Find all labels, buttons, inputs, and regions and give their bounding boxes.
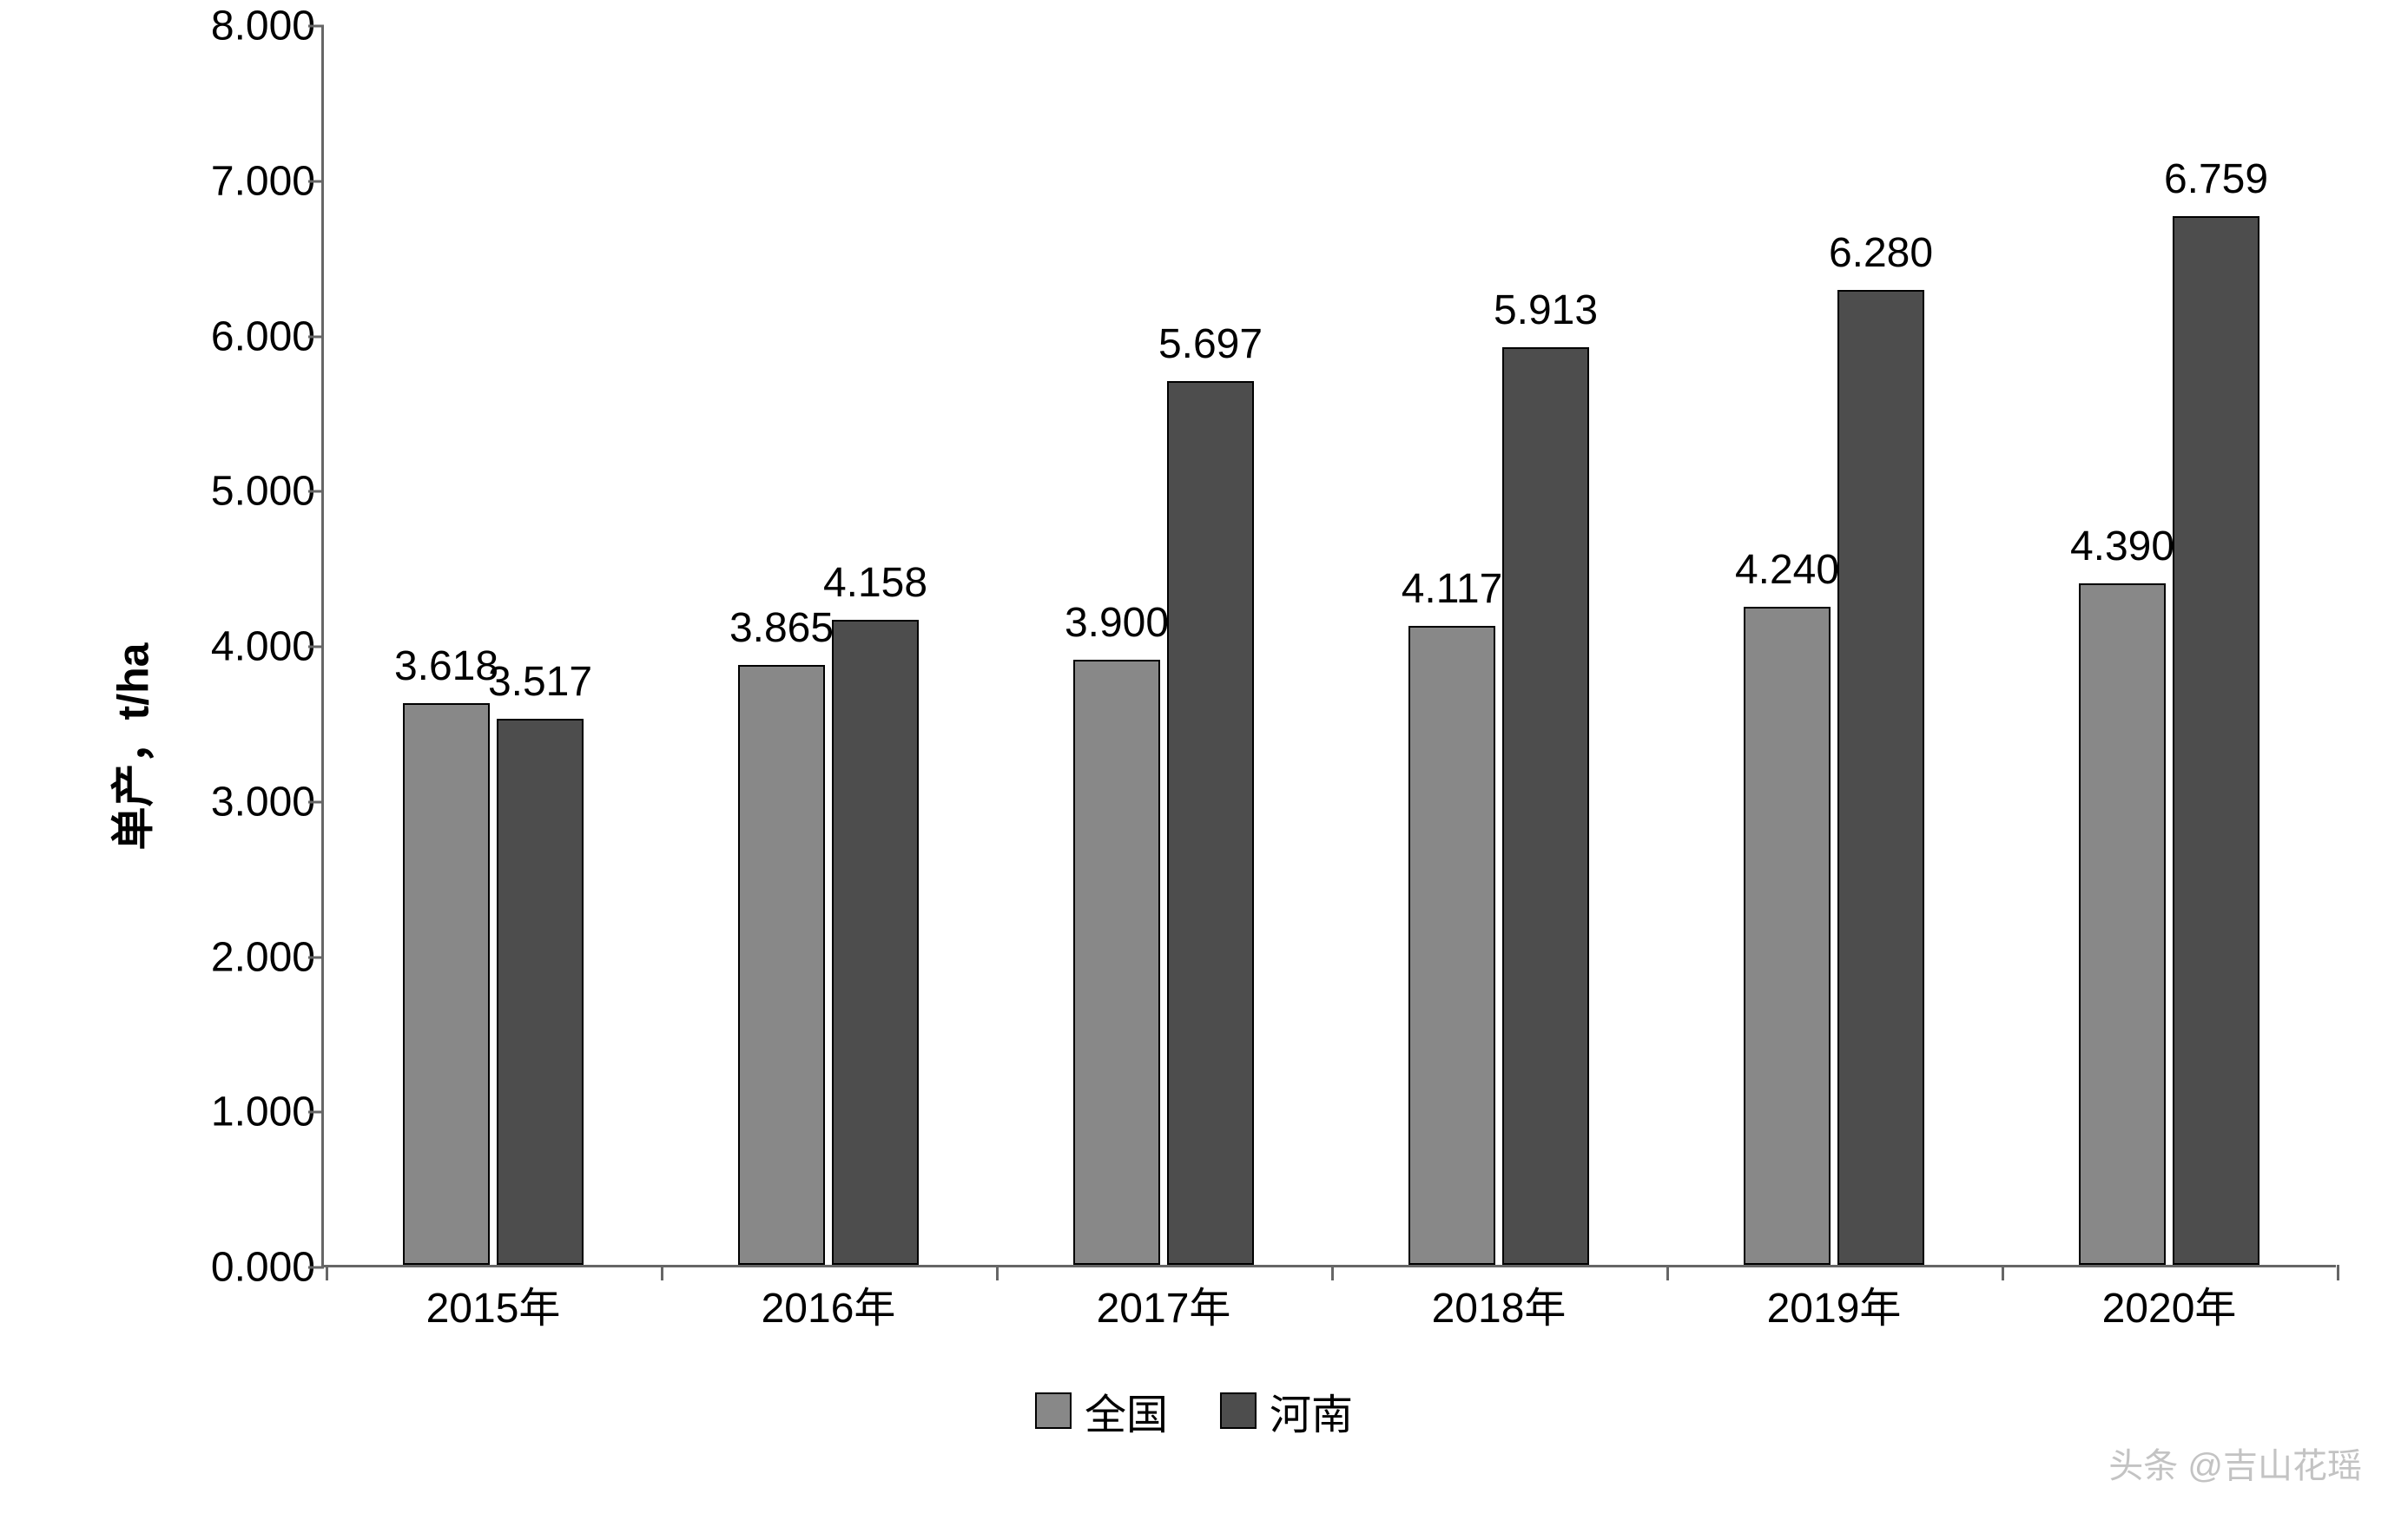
bar xyxy=(1408,626,1495,1265)
plot-area: 0.0001.0002.0003.0004.0005.0006.0007.000… xyxy=(321,26,2336,1267)
bar-value-label: 3.865 xyxy=(729,604,834,652)
y-tick-label: 1.000 xyxy=(185,1089,315,1136)
x-axis-category-label: 2020年 xyxy=(2102,1273,2237,1334)
y-tick-mark xyxy=(308,335,324,338)
y-tick-mark xyxy=(308,1111,324,1114)
x-tick-mark xyxy=(996,1265,999,1280)
watermark: 头条 @吉山花瑶 xyxy=(2108,1438,2362,1488)
legend-swatch xyxy=(1035,1392,1072,1429)
x-axis-category-label: 2016年 xyxy=(762,1273,896,1334)
y-tick-label: 5.000 xyxy=(185,468,315,516)
bar-value-label: 6.759 xyxy=(2164,155,2268,203)
y-tick-mark xyxy=(308,956,324,958)
legend-label: 全国 xyxy=(1085,1380,1168,1441)
bar-value-label: 5.913 xyxy=(1494,286,1598,334)
bar-value-label: 4.240 xyxy=(1735,546,1839,594)
y-tick-label: 8.000 xyxy=(185,3,315,50)
legend-item: 全国 xyxy=(1035,1380,1168,1441)
x-tick-mark xyxy=(326,1265,328,1280)
y-tick-label: 7.000 xyxy=(185,157,315,205)
bar xyxy=(403,703,490,1265)
bar-value-label: 4.390 xyxy=(2070,523,2174,570)
bar xyxy=(1073,660,1160,1265)
x-tick-mark xyxy=(2337,1265,2339,1280)
x-tick-mark xyxy=(1331,1265,1334,1280)
bar-value-label: 3.618 xyxy=(394,642,498,690)
y-tick-label: 4.000 xyxy=(185,623,315,671)
x-tick-mark xyxy=(661,1265,663,1280)
y-tick-label: 2.000 xyxy=(185,933,315,981)
y-tick-mark xyxy=(308,646,324,648)
bar xyxy=(1837,290,1924,1265)
bar xyxy=(1167,381,1254,1265)
x-axis-category-label: 2017年 xyxy=(1097,1273,1231,1334)
chart-container: 单产，t/ha 0.0001.0002.0003.0004.0005.0006.… xyxy=(35,17,2353,1476)
bar-value-label: 3.900 xyxy=(1065,599,1169,647)
legend: 全国 河南 xyxy=(1035,1380,1353,1441)
y-tick-label: 3.000 xyxy=(185,778,315,826)
legend-swatch xyxy=(1220,1392,1257,1429)
y-tick-mark xyxy=(308,800,324,803)
x-tick-mark xyxy=(2002,1265,2004,1280)
legend-label: 河南 xyxy=(1270,1380,1353,1441)
bar xyxy=(738,665,825,1265)
legend-item: 河南 xyxy=(1220,1380,1353,1441)
bar-value-label: 5.697 xyxy=(1158,320,1263,368)
bar xyxy=(1744,607,1831,1265)
y-tick-label: 6.000 xyxy=(185,313,315,360)
bar-value-label: 4.117 xyxy=(1402,565,1503,613)
y-tick-mark xyxy=(308,25,324,28)
bar xyxy=(497,719,584,1265)
bar xyxy=(2173,216,2259,1265)
y-axis-label: 单产，t/ha xyxy=(98,643,161,851)
y-tick-mark xyxy=(308,180,324,182)
x-tick-mark xyxy=(1666,1265,1669,1280)
bar xyxy=(1502,347,1589,1265)
bar-value-label: 6.280 xyxy=(1829,229,1933,277)
x-axis-category-label: 2015年 xyxy=(426,1273,561,1334)
x-axis-category-label: 2019年 xyxy=(1767,1273,1902,1334)
x-axis-category-label: 2018年 xyxy=(1432,1273,1567,1334)
bar xyxy=(2079,583,2166,1265)
bar-value-label: 4.158 xyxy=(823,559,927,607)
y-tick-mark xyxy=(308,490,324,493)
y-tick-label: 0.000 xyxy=(185,1244,315,1292)
y-tick-mark xyxy=(308,1267,324,1269)
bar-value-label: 3.517 xyxy=(488,658,592,706)
bar xyxy=(832,620,919,1265)
